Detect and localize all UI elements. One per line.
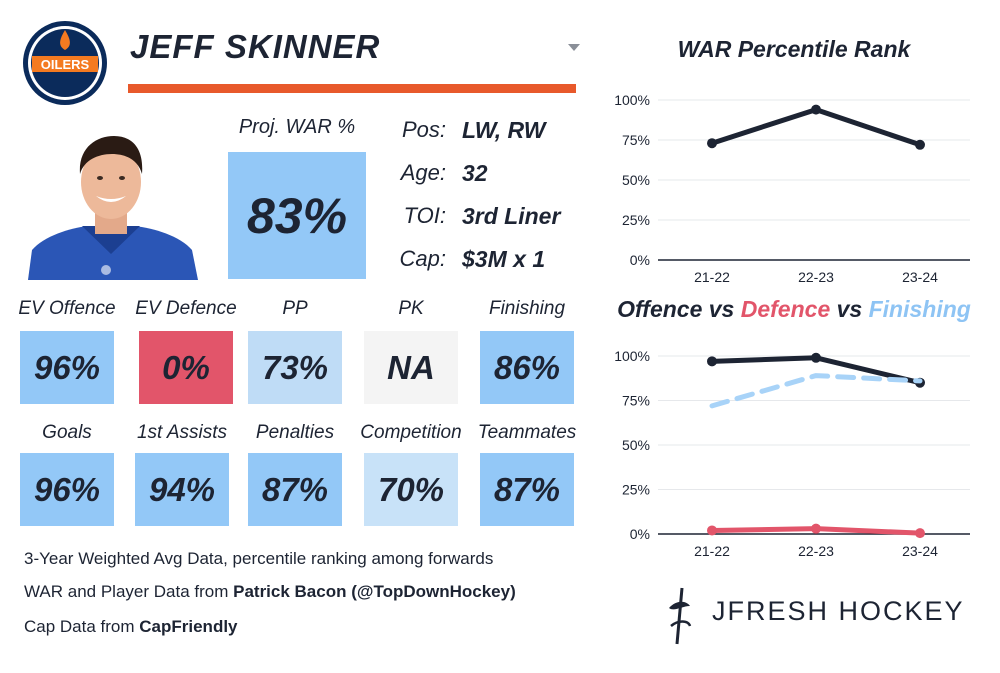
- data-point: [915, 528, 925, 539]
- chart-title-part: Offence: [617, 296, 703, 322]
- footer-war-source: WAR and Player Data from Patrick Bacon (…: [24, 582, 516, 602]
- player-photo: [28, 136, 198, 280]
- proj-war-box: 83%: [228, 152, 366, 279]
- info-label-age: Age:: [400, 160, 446, 185]
- data-point: [811, 104, 821, 115]
- y-tick-label: 25%: [622, 482, 650, 498]
- tile-label-ev-defence: EV Defence: [135, 298, 237, 319]
- info-label-toi: TOI:: [403, 203, 446, 228]
- tile-ev-offence: 96%: [20, 331, 114, 404]
- tile-value: 73%: [261, 348, 329, 386]
- x-tick-label: 21-22: [694, 543, 730, 559]
- x-tick-label: 23-24: [902, 269, 938, 285]
- data-point: [915, 139, 925, 150]
- chart-title-part: vs: [830, 296, 869, 322]
- y-tick-label: 50%: [622, 172, 650, 188]
- tile-competition: 70%: [364, 453, 458, 526]
- tile-value: 0%: [162, 348, 210, 386]
- footer-cap-source-name: CapFriendly: [139, 617, 238, 636]
- x-tick-label: 21-22: [694, 269, 730, 285]
- tile-value: 96%: [33, 348, 101, 386]
- title-underline: [128, 84, 576, 93]
- tile-label-penalties: Penalties: [255, 422, 335, 443]
- tile-teammates: 87%: [480, 453, 574, 526]
- tile-value: 96%: [33, 470, 101, 508]
- chart-title-part: Defence: [740, 296, 831, 322]
- y-tick-label: 0%: [630, 252, 650, 268]
- x-tick-label: 23-24: [902, 543, 938, 559]
- info-value-age: 32: [462, 160, 488, 186]
- y-tick-label: 25%: [622, 212, 650, 228]
- footer-cap-prefix: Cap Data from: [24, 617, 140, 636]
- footer-methodology: 3-Year Weighted Avg Data, percentile ran…: [24, 549, 494, 568]
- tile-label-ev-offence: EV Offence: [18, 298, 116, 319]
- tile-finishing: 86%: [480, 331, 574, 404]
- tile-penalties: 87%: [248, 453, 342, 526]
- tile-label-competition: Competition: [360, 422, 462, 443]
- ovdvf-chart-title: Offence vs Defence vs Finishing: [600, 296, 988, 323]
- info-value-pos: LW, RW: [462, 117, 546, 143]
- chart-title-part: Finishing: [868, 296, 971, 322]
- tile-value: 87%: [261, 470, 329, 508]
- y-tick-label: 75%: [622, 132, 650, 148]
- tile-label-1st-assists: 1st Assists: [136, 422, 228, 443]
- info-label-cap: Cap:: [399, 246, 446, 271]
- x-tick-label: 22-23: [798, 269, 834, 285]
- war-chart-title: WAR Percentile Rank: [677, 36, 911, 62]
- y-tick-label: 100%: [614, 92, 650, 108]
- x-tick-label: 22-23: [798, 543, 834, 559]
- chevron-down-icon[interactable]: [568, 44, 580, 51]
- series-line: [709, 373, 923, 409]
- tile-label-pp: PP: [282, 298, 308, 319]
- tile-value: 94%: [148, 470, 216, 508]
- tile-label-finishing: Finishing: [488, 298, 566, 319]
- info-label-pos: Pos:: [401, 117, 446, 142]
- oilers-logo: OILERS: [23, 21, 107, 105]
- tile-pk: NA: [364, 331, 458, 404]
- tile-label-pk: PK: [398, 298, 424, 319]
- data-point: [707, 138, 717, 149]
- jfresh-logo-icon: [669, 587, 692, 645]
- footer-war-source-name: Patrick Bacon (@TopDownHockey): [233, 582, 516, 601]
- offence-defence-finishing-chart: 0% 25% 50% 75% 100% 21-22 22-23 23-24: [614, 348, 970, 559]
- info-value-cap: $3M x 1: [462, 246, 546, 272]
- data-point: [707, 525, 717, 536]
- y-tick-label: 50%: [622, 437, 650, 453]
- proj-war-label: Proj. WAR %: [238, 116, 356, 138]
- logo-text: OILERS: [41, 57, 90, 72]
- tile-goals: 96%: [20, 453, 114, 526]
- tile-value: 87%: [493, 470, 561, 508]
- brand-name: JFRESH HOCKEY: [712, 596, 965, 626]
- tile-pp: 73%: [248, 331, 342, 404]
- info-value-toi: 3rd Liner: [462, 203, 561, 229]
- data-point: [811, 352, 821, 363]
- tile-ev-defence: 0%: [139, 331, 233, 404]
- proj-war-value: 83%: [246, 187, 348, 244]
- war-percentile-chart: 0% 25% 50% 75% 100% 21-22 22-23 23-24: [614, 92, 970, 285]
- y-tick-label: 0%: [630, 526, 650, 542]
- y-tick-label: 100%: [614, 348, 650, 364]
- data-point: [707, 356, 717, 367]
- y-tick-label: 75%: [622, 393, 650, 409]
- tile-value: NA: [387, 348, 435, 386]
- tile-1st-assists: 94%: [135, 453, 229, 526]
- footer-war-prefix: WAR and Player Data from: [24, 582, 234, 601]
- tile-label-teammates: Teammates: [477, 422, 577, 443]
- chart-title-part: vs: [702, 296, 741, 322]
- tile-label-goals: Goals: [42, 422, 92, 443]
- footer-cap-source: Cap Data from CapFriendly: [24, 617, 238, 637]
- player-name: JEFF SKINNER: [130, 28, 381, 65]
- tile-value: 70%: [377, 470, 445, 508]
- data-point: [811, 523, 821, 534]
- tile-value: 86%: [493, 348, 561, 386]
